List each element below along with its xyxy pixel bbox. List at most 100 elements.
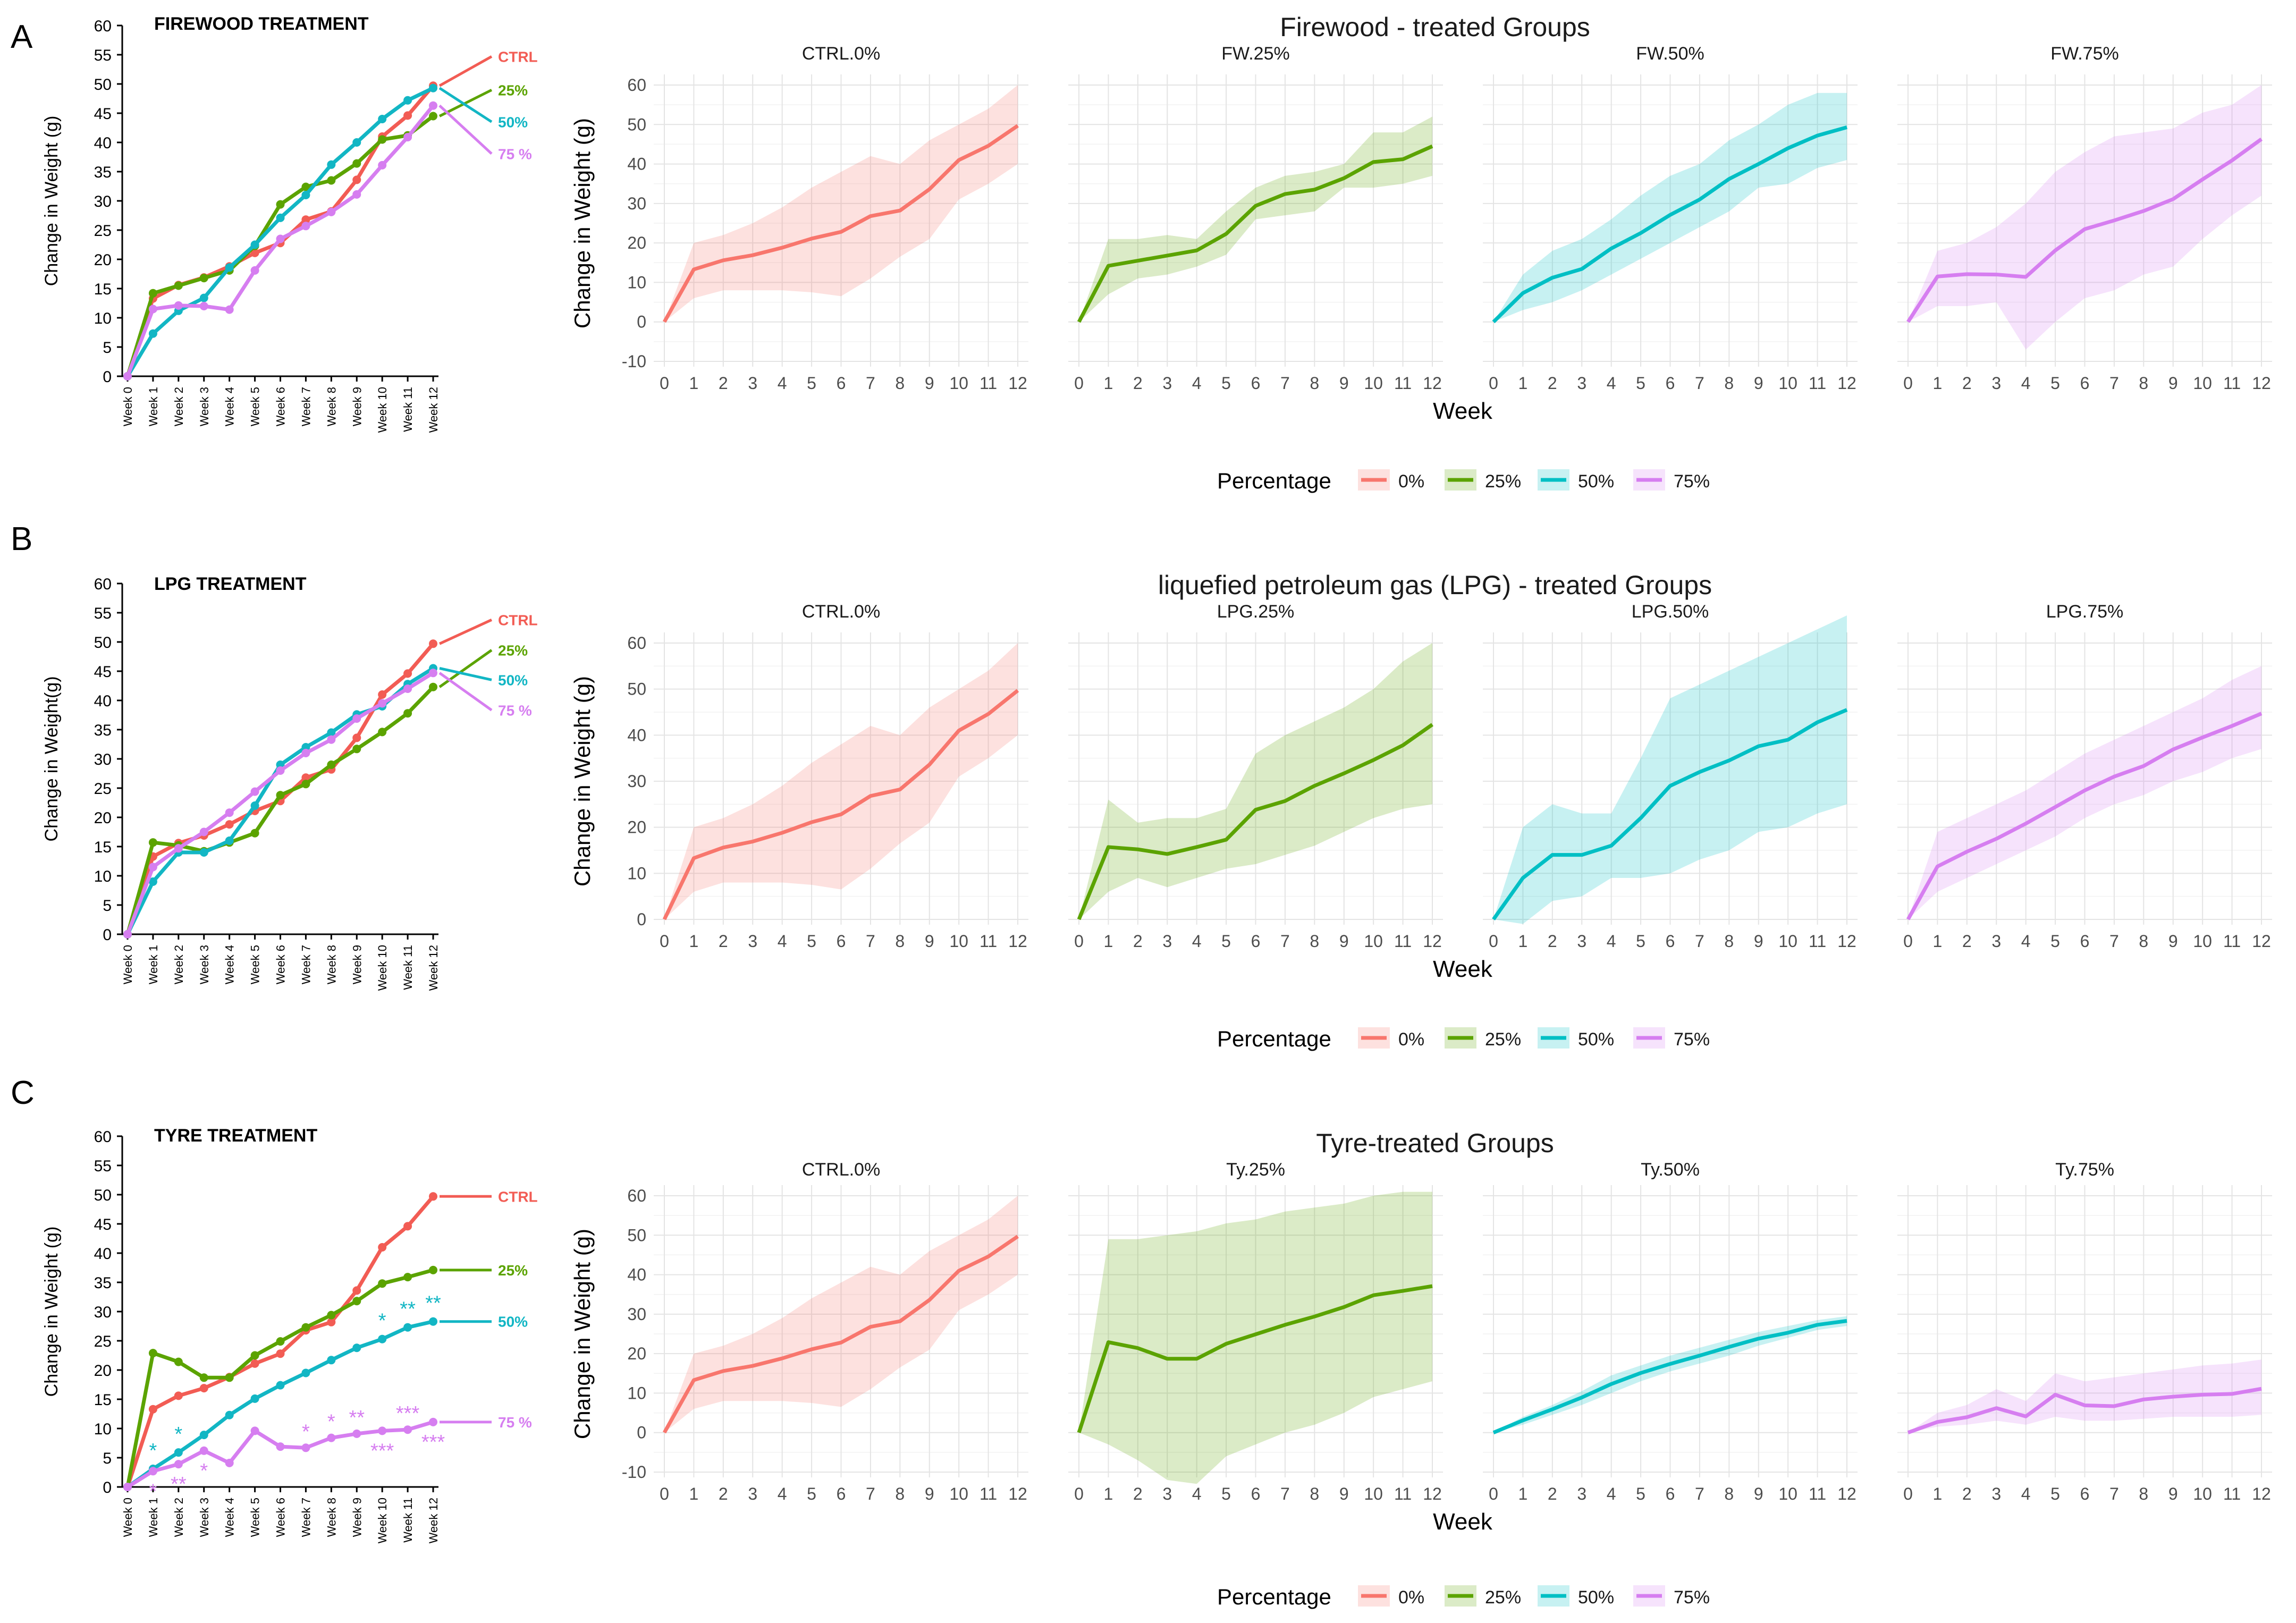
x-tick-label: Week 2: [172, 1498, 185, 1537]
x-tick-label: Week 1: [147, 1498, 160, 1537]
x-tick-label: 9: [1754, 1484, 1763, 1503]
data-point: [327, 1356, 336, 1365]
data-point: [174, 301, 183, 310]
data-point: [352, 714, 361, 723]
x-tick-label: Week 11: [401, 945, 415, 990]
data-point: [327, 1433, 336, 1442]
legend-label: 75%: [1674, 1029, 1710, 1050]
facet-area-chart: CTRL.0%0 1 2 3 4 5 6 7 8 9 10 11 12-100102030405060C…: [570, 1160, 1028, 1503]
data-point: [429, 682, 437, 691]
data-point: [276, 1337, 285, 1346]
x-tick-label: 9: [1339, 1484, 1349, 1503]
legend-title: Percentage: [1217, 1026, 1331, 1051]
data-point: [403, 133, 412, 142]
data-point: [429, 639, 437, 648]
y-tick-label: 0: [637, 910, 646, 929]
x-tick-label: 0: [660, 932, 669, 951]
x-tick-label: 5: [1636, 932, 1645, 951]
y-tick-label: 0: [637, 312, 646, 332]
x-tick-label: 4: [1607, 932, 1616, 951]
data-point: [327, 160, 336, 169]
data-point: [327, 207, 336, 216]
x-tick-label: 4: [1607, 374, 1616, 393]
y-tick-label: 25: [94, 780, 112, 798]
x-tick-label: 1: [1104, 1484, 1113, 1503]
facet-area-chart: LPG.75%0 1 2 3 4 5 6 7 8 9 10 11 12: [1897, 602, 2272, 951]
x-tick-label: 3: [1162, 932, 1172, 951]
y-tick-label: -10: [622, 352, 646, 371]
x-tick-label: 10: [1364, 374, 1383, 393]
legend-title: Percentage: [1217, 1584, 1331, 1609]
y-tick-label: 30: [627, 194, 646, 213]
data-point: [378, 115, 387, 123]
x-tick-label: 12: [1423, 1484, 1442, 1503]
y-tick-label: 5: [103, 339, 112, 357]
y-axis-title: Change in Weight (g): [41, 1227, 62, 1397]
y-tick-label: 0: [103, 368, 112, 386]
data-point: [403, 111, 412, 120]
data-point: [225, 305, 234, 314]
series-end-label: 50%: [498, 114, 528, 130]
mean-line: [1077, 144, 1433, 323]
data-point: [199, 1384, 208, 1393]
x-tick-label: 3: [1577, 932, 1586, 951]
data-point: [429, 1417, 437, 1426]
y-tick-label: 20: [94, 251, 112, 269]
series-end-label: 25%: [498, 1262, 528, 1279]
y-tick-label: 10: [627, 273, 646, 292]
x-tick-label: 1: [1933, 932, 1943, 951]
data-point: [199, 302, 208, 310]
data-point: [276, 766, 285, 775]
x-tick-label: 6: [837, 1484, 846, 1503]
y-tick-label: 40: [627, 1265, 646, 1284]
x-tick-label: 6: [1251, 374, 1261, 393]
x-tick-label: 2: [719, 1484, 728, 1503]
data-point: [327, 1311, 336, 1320]
series-end-label: 25%: [498, 642, 528, 658]
x-tick-label: 3: [1991, 932, 2001, 951]
x-tick-label: 5: [807, 932, 816, 951]
facet-strip-label: Ty.75%: [2055, 1160, 2114, 1180]
data-point: [301, 773, 310, 782]
legend-label: 75%: [1674, 471, 1710, 492]
x-axis-title: Week: [1433, 398, 1493, 424]
data-point: [225, 820, 234, 829]
x-tick-label: 5: [1221, 932, 1231, 951]
x-tick-label: 8: [1310, 374, 1319, 393]
legend: Percentage 0% 25% 50% 75%: [1217, 1026, 1710, 1051]
data-point: [352, 138, 361, 147]
x-tick-label: Week 3: [198, 945, 211, 984]
x-tick-label: 5: [2050, 932, 2060, 951]
confidence-ribbon: [1908, 666, 2261, 919]
x-tick-label: 7: [866, 932, 875, 951]
y-axis-title: Change in Weight(g): [41, 676, 62, 841]
x-tick-label: 5: [1221, 1484, 1231, 1503]
chart-title: LPG TREATMENT: [154, 574, 307, 594]
data-point: [429, 1192, 437, 1201]
x-tick-label: 0: [1489, 1484, 1498, 1503]
data-point: [276, 234, 285, 243]
x-tick-label: 9: [925, 932, 934, 951]
x-tick-label: Week 6: [274, 387, 288, 426]
x-tick-label: Week 5: [249, 945, 262, 984]
confidence-ribbon: [1079, 643, 1432, 919]
x-tick-label: 7: [866, 374, 875, 393]
data-point: [225, 1373, 234, 1382]
significance-mark: ***: [396, 1402, 420, 1425]
y-tick-label: 20: [627, 1344, 646, 1363]
data-point: [301, 215, 310, 224]
panel-letter: B: [11, 521, 32, 557]
facet-strip-label: LPG.50%: [1632, 602, 1709, 622]
x-tick-label: 6: [1666, 932, 1675, 951]
x-tick-label: 7: [1695, 374, 1704, 393]
x-tick-label: Week 10: [376, 387, 389, 433]
x-tick-label: 3: [1991, 374, 2001, 393]
x-tick-label: 4: [1607, 1484, 1616, 1503]
data-point: [301, 191, 310, 199]
x-tick-label: 2: [1548, 374, 1557, 393]
y-tick-label: 0: [103, 926, 112, 944]
x-tick-label: 8: [1724, 932, 1734, 951]
y-tick-label: 0: [103, 1479, 112, 1497]
facet-strip-label: CTRL.0%: [802, 602, 880, 622]
x-tick-label: 9: [925, 374, 934, 393]
